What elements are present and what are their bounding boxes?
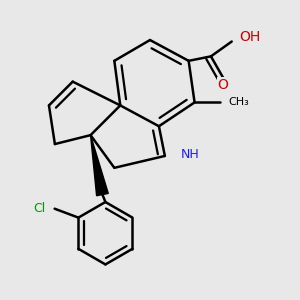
Polygon shape [91,135,108,196]
Text: Cl: Cl [33,202,46,215]
Text: CH₃: CH₃ [229,98,250,107]
Text: O: O [218,78,228,92]
Text: NH: NH [181,148,200,161]
Text: OH: OH [239,30,260,44]
